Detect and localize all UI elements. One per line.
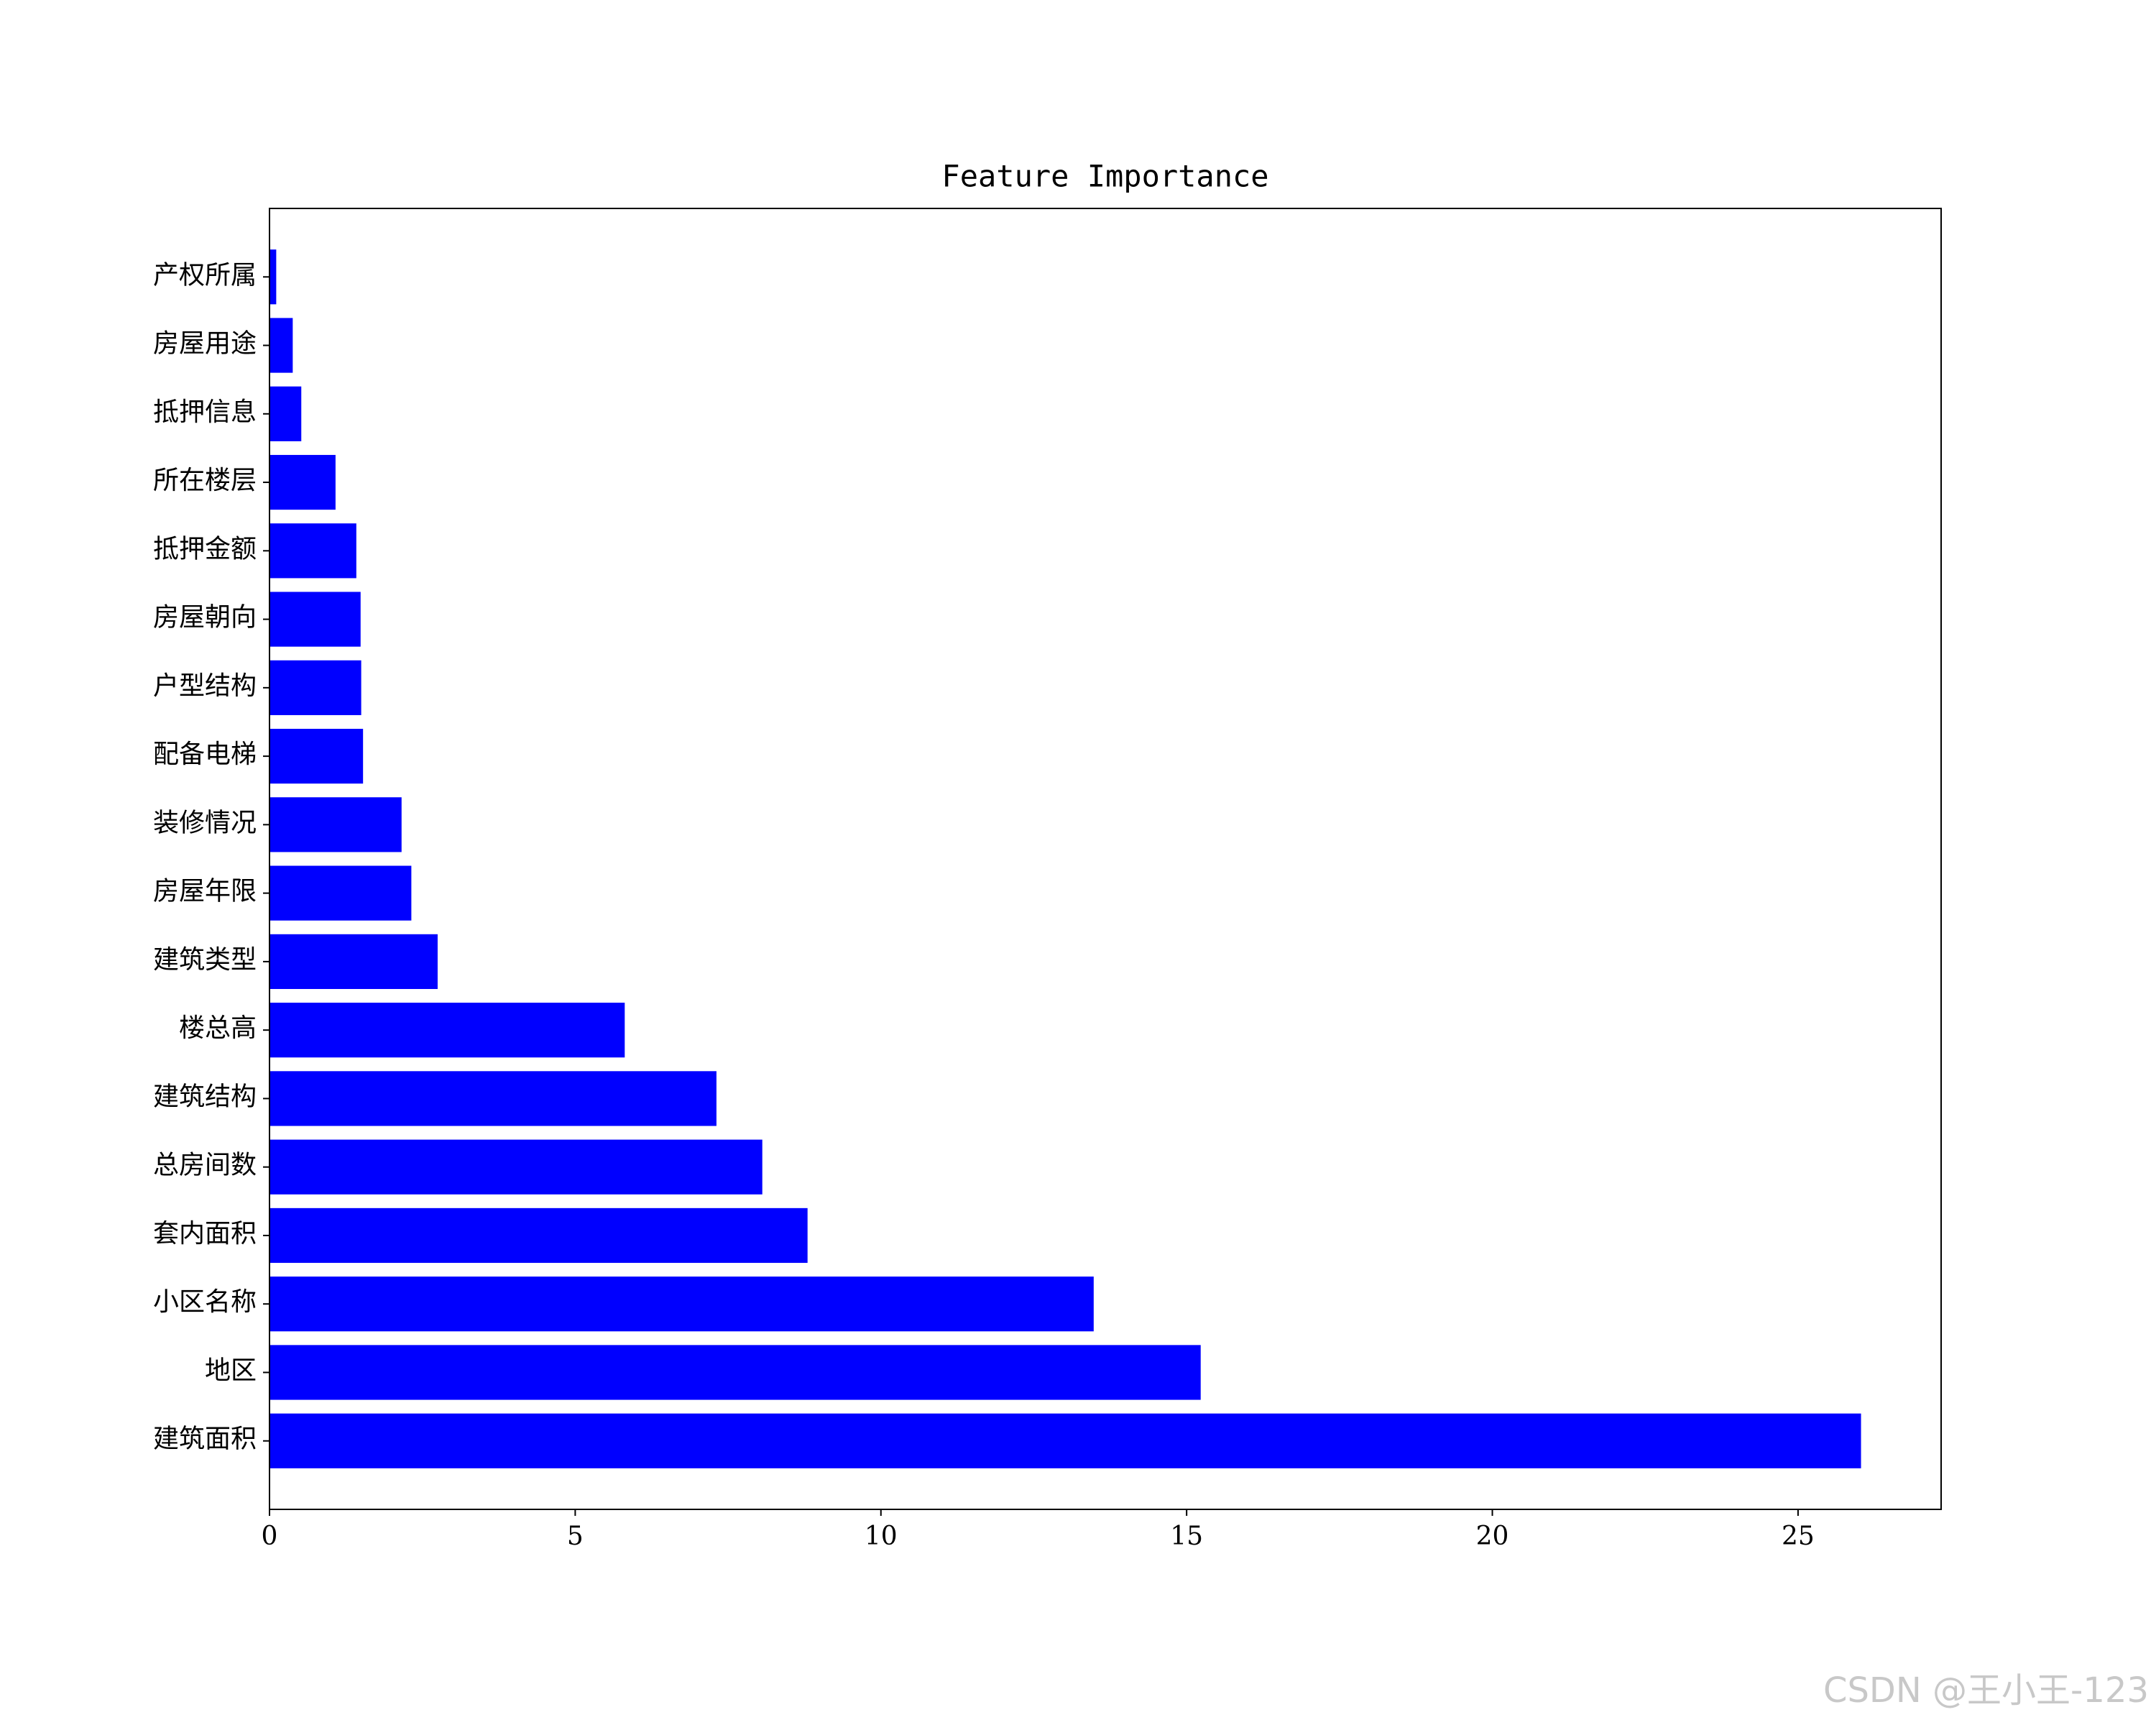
x-tick-label: 15 bbox=[1170, 1522, 1203, 1551]
bar bbox=[270, 660, 361, 715]
bar bbox=[270, 865, 412, 921]
bar bbox=[270, 454, 336, 510]
y-tick-label: 房屋用途 bbox=[153, 329, 257, 359]
bar bbox=[270, 523, 356, 579]
x-tick-label: 20 bbox=[1476, 1522, 1509, 1551]
y-tick-label: 套内面积 bbox=[153, 1219, 257, 1248]
bar bbox=[270, 1345, 1201, 1400]
bar bbox=[270, 1071, 717, 1126]
y-tick-label: 抵押金额 bbox=[153, 534, 257, 564]
plot-frame bbox=[269, 208, 1942, 1510]
y-tick-label: 地区 bbox=[205, 1356, 257, 1385]
bar bbox=[270, 1413, 1861, 1468]
y-tick-label: 房屋朝向 bbox=[153, 603, 257, 632]
y-tick-label: 建筑面积 bbox=[153, 1425, 257, 1454]
y-tick-label: 配备电梯 bbox=[153, 740, 257, 769]
x-tick-label: 25 bbox=[1782, 1522, 1815, 1551]
chart-title: Feature Importance bbox=[941, 159, 1268, 194]
y-tick-label: 小区名称 bbox=[153, 1287, 257, 1317]
y-tick-label: 产权所属 bbox=[153, 260, 257, 290]
y-tick-label: 总房间数 bbox=[153, 1151, 257, 1180]
x-tick-label: 0 bbox=[262, 1522, 278, 1551]
bar bbox=[270, 318, 293, 373]
bar bbox=[270, 249, 277, 305]
bar bbox=[270, 934, 438, 989]
bar bbox=[270, 797, 402, 852]
y-tick-label: 装修情况 bbox=[153, 808, 257, 837]
y-tick-label: 楼总高 bbox=[179, 1013, 257, 1043]
bar bbox=[270, 1003, 625, 1058]
y-tick-label: 所在楼层 bbox=[153, 466, 257, 495]
bar bbox=[270, 592, 361, 647]
y-tick-label: 户型结构 bbox=[153, 671, 257, 701]
y-tick-label: 建筑类型 bbox=[153, 945, 257, 975]
watermark: CSDN @王小王-123 bbox=[1823, 1670, 2149, 1711]
bar bbox=[270, 386, 302, 441]
bar bbox=[270, 729, 364, 784]
bar bbox=[270, 1139, 763, 1195]
y-tick-label: 房屋年限 bbox=[153, 877, 257, 906]
y-tick-label: 建筑结构 bbox=[153, 1082, 257, 1111]
y-tick-label: 抵押信息 bbox=[153, 397, 257, 427]
x-tick-label: 5 bbox=[567, 1522, 584, 1551]
x-tick-label: 10 bbox=[865, 1522, 898, 1551]
bar bbox=[270, 1208, 808, 1264]
bar bbox=[270, 1276, 1094, 1332]
